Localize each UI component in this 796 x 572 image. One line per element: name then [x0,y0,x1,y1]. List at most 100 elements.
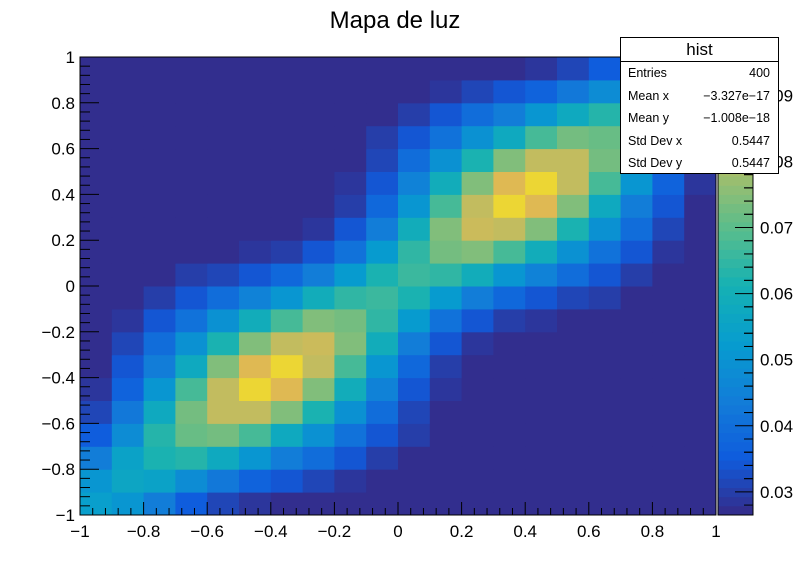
heatmap-cell [398,423,431,447]
heatmap-cell [525,125,558,150]
palette-tick-label: 0.04 [760,417,793,436]
heatmap-cell [111,217,145,241]
heatmap-cell [620,446,653,470]
heatmap-cell [80,331,113,356]
heatmap-cell [684,240,717,264]
heatmap-cell [111,354,145,379]
heatmap-cell [334,354,367,379]
heatmap-cell [302,194,335,218]
heatmap-cell [366,354,399,379]
stats-value: 0.5447 [731,133,770,148]
heatmap-cell [684,400,717,424]
heatmap-cell [143,423,176,447]
heatmap-cell [207,148,240,172]
x-tick-label: −0.4 [254,522,288,541]
heatmap-cell [175,217,208,241]
heatmap-cell [525,102,558,127]
heatmap-cell [398,331,431,356]
heatmap-cell [429,377,463,401]
heatmap-cell [588,263,622,287]
x-tick-label: 1 [711,522,720,541]
heatmap-cell [493,308,526,333]
heatmap-cell [366,446,399,470]
heatmap-cell [493,469,526,493]
heatmap-cell [557,57,590,81]
y-tick-label: −0.8 [41,460,75,479]
heatmap-cell [175,354,208,379]
palette-band [718,505,753,516]
palette-band [718,368,753,379]
heatmap-cell [302,57,335,81]
heatmap-cell [207,240,240,264]
heatmap-cell [652,263,685,287]
heatmap-cell [334,125,367,150]
x-tick-label: 0 [393,522,402,541]
heatmap-cell [207,354,240,379]
heatmap-cell [143,240,176,264]
heatmap-cell [525,308,558,333]
heatmap-cell [111,446,145,470]
heatmap-cell [302,446,335,470]
heatmap-cell [398,446,431,470]
palette-band [718,286,753,296]
stats-row-entries: Entries 400 [621,62,778,85]
heatmap-cell [525,331,558,356]
heatmap-cell [80,102,113,127]
heatmap-cell [652,308,685,333]
heatmap-cell [493,354,526,379]
heatmap-cell [525,423,558,447]
heatmap-cell [270,331,304,356]
heatmap-cell [620,308,653,333]
stats-value: −1.008e−18 [703,111,770,126]
palette-band [718,496,753,507]
heatmap-cell [684,423,717,447]
heatmap-cell [270,102,304,127]
palette-band [718,295,753,305]
heatmap-cell [429,286,463,310]
heatmap-cell [588,446,622,470]
heatmap-cell [652,446,685,470]
heatmap-cell [302,171,335,195]
heatmap-cell [111,377,145,401]
heatmap-cell [270,423,304,447]
heatmap-cell [80,423,113,447]
heatmap-cell [239,354,272,379]
palette-band [718,478,753,489]
y-tick-label: 0 [66,277,75,296]
heatmap-cell [270,354,304,379]
heatmap-cell [143,57,176,81]
heatmap-cell [461,331,494,356]
heatmap-cell [429,308,463,333]
heatmap-cell [270,400,304,424]
palette-band [718,276,753,287]
x-tick-label: −0.8 [127,522,161,541]
heatmap-cell [429,79,463,104]
heatmap-cell [302,331,335,356]
heatmap-cell [588,171,622,195]
heatmap-cell [366,377,399,401]
heatmap-cell [302,286,335,310]
heatmap-cell [461,79,494,104]
heatmap-cell [270,125,304,150]
heatmap-cell [652,469,685,493]
heatmap-cell [557,308,590,333]
stats-label: Entries [628,66,667,80]
heatmap-cell [366,57,399,81]
stats-row-mean-y: Mean y −1.008e−18 [621,107,778,130]
heatmap-cell [207,286,240,310]
heatmap-cell [398,125,431,150]
heatmap-cell [684,354,717,379]
heatmap-cell [461,171,494,195]
heatmap-cell [207,331,240,356]
heatmap-cell [398,400,431,424]
heatmap-cell [525,171,558,195]
heatmap-cell [684,492,717,516]
heatmap-cell [366,194,399,218]
heatmap-cell [334,331,367,356]
heatmap-cell [80,240,113,264]
heatmap-cell [398,148,431,172]
heatmap-cell [429,240,463,264]
heatmap-cell [398,263,431,287]
heatmap-cell [461,308,494,333]
heatmap-cell [143,79,176,104]
